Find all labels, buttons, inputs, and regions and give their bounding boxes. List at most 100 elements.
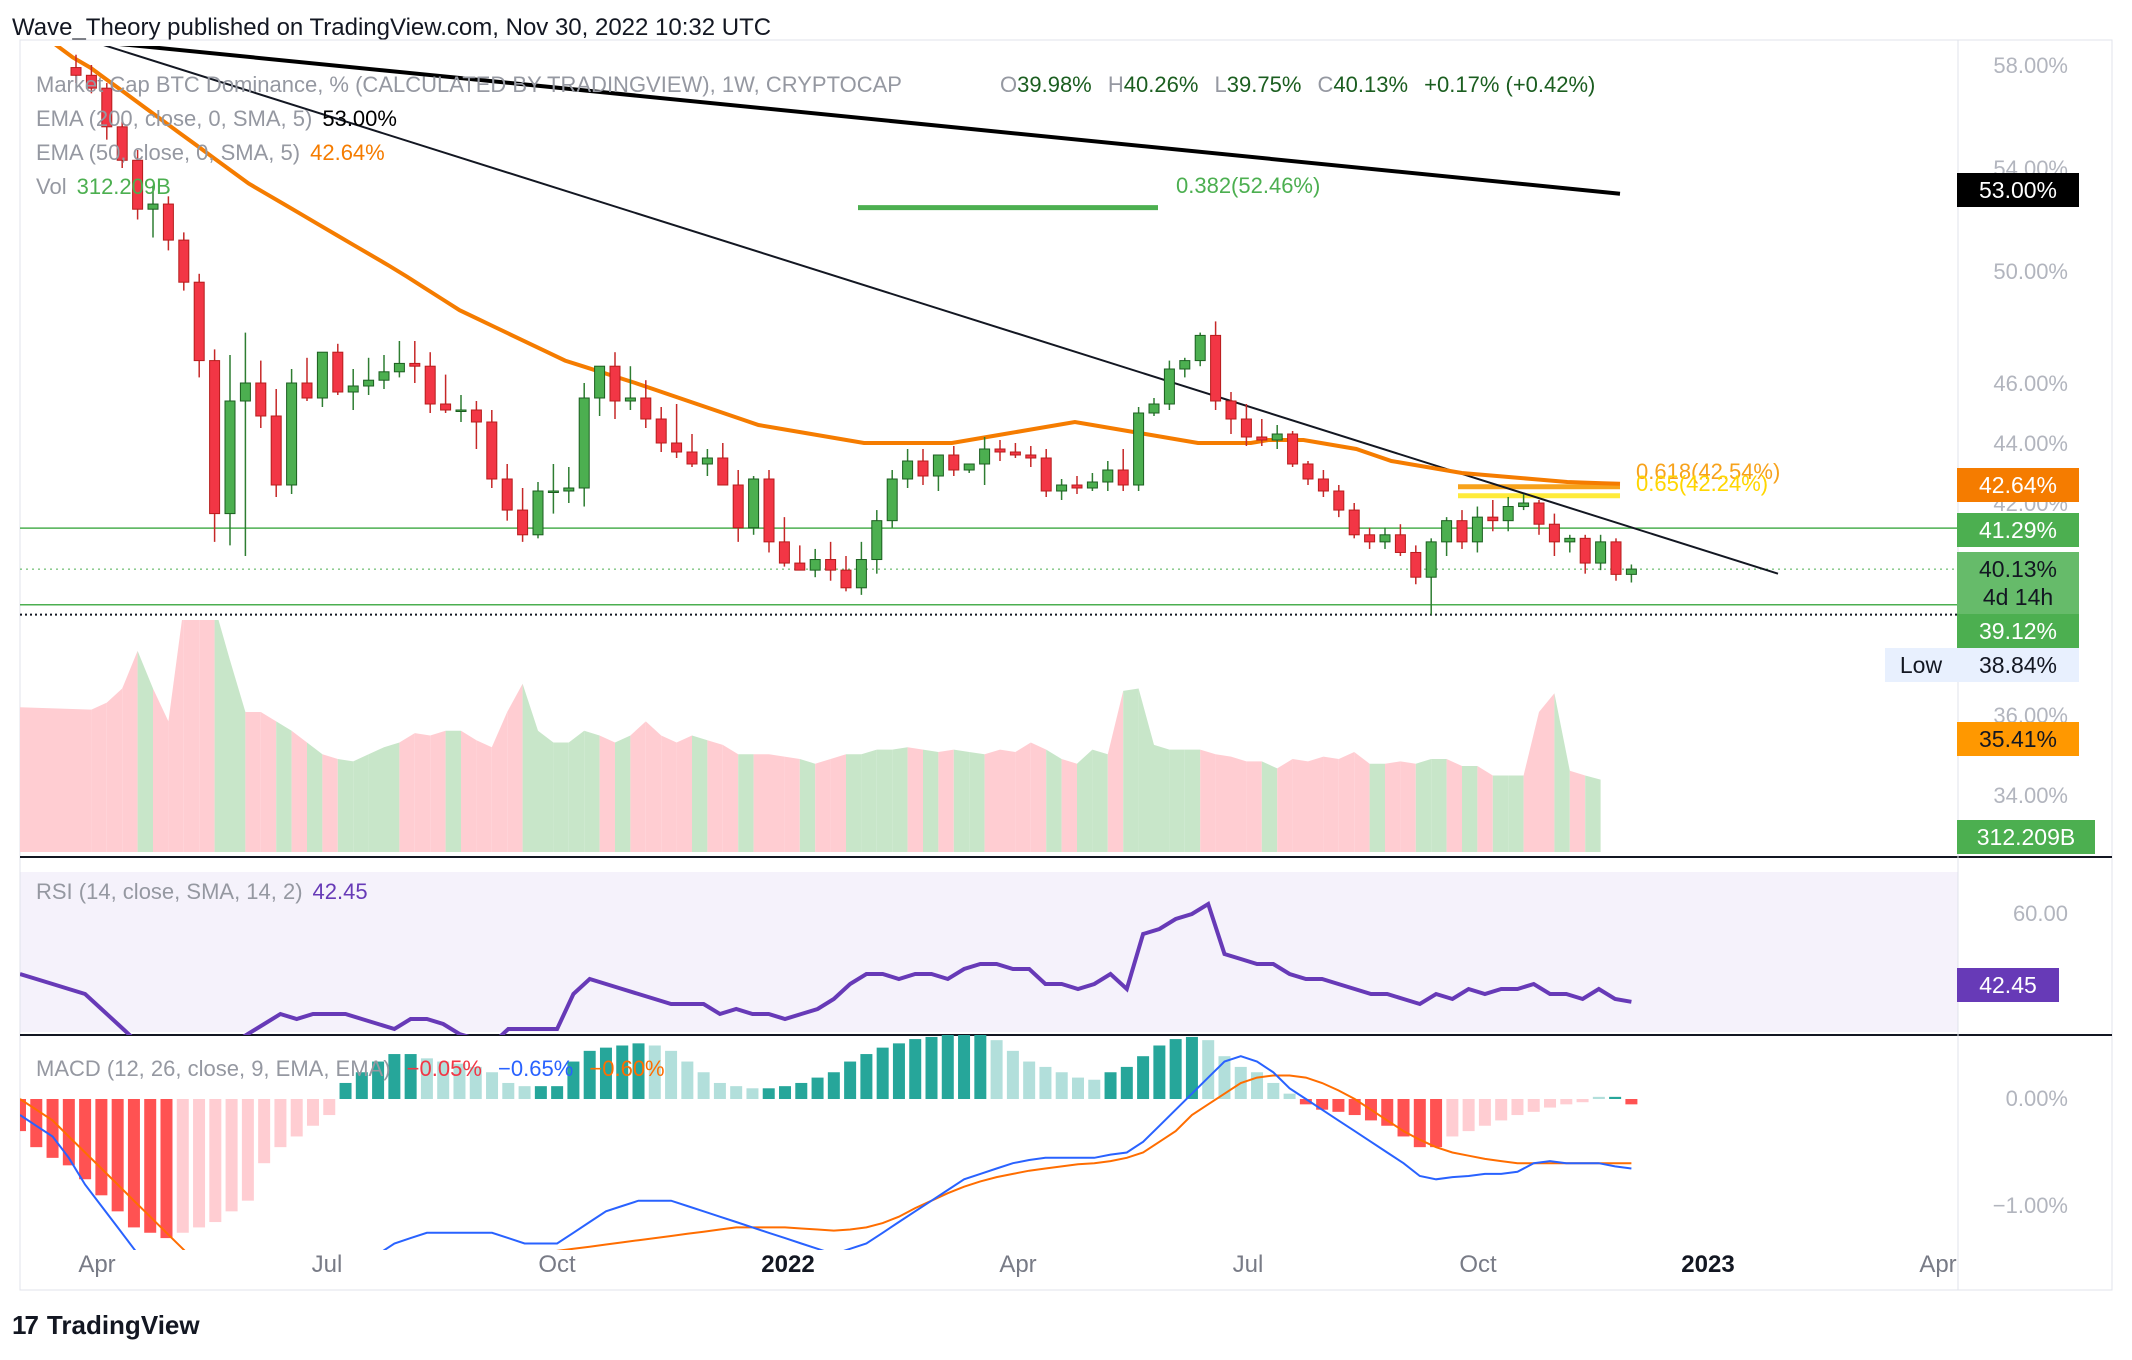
volume-segment	[1338, 751, 1355, 852]
badge-ema200-text: 53.00%	[1979, 177, 2057, 203]
candle	[1179, 357, 1191, 378]
legend-ema50: EMA (50, close, 0, SMA, 5) 42.64%	[36, 140, 385, 165]
candle-body	[902, 460, 914, 480]
volume-segment	[1323, 756, 1339, 852]
macd-histogram-bar	[713, 1082, 726, 1099]
price-pane	[20, 46, 1958, 616]
candle-body	[1610, 541, 1622, 575]
volume-segment	[476, 740, 492, 852]
candle-body	[1040, 457, 1052, 492]
candle-body	[393, 362, 405, 373]
macd-histogram-bar	[1055, 1072, 1068, 1099]
candle	[85, 65, 97, 94]
volume-segment	[399, 733, 415, 852]
candle	[1287, 431, 1299, 467]
candle-body	[871, 520, 883, 561]
volume-segment	[106, 688, 123, 852]
candle	[1256, 419, 1268, 446]
candle-body	[1379, 534, 1391, 543]
macd-histogram-bar	[1609, 1096, 1622, 1099]
macd-histogram-bar	[1283, 1093, 1296, 1099]
macd-histogram-bar	[339, 1082, 352, 1099]
volume-segment	[245, 712, 261, 852]
volume-segment	[1492, 775, 1509, 852]
candle	[763, 470, 775, 553]
volume-segment	[1369, 763, 1385, 852]
candle-body	[1117, 469, 1129, 486]
candle	[1225, 392, 1237, 434]
candle-body	[193, 281, 205, 362]
macd-histogram-bar	[1462, 1099, 1475, 1132]
candle-body	[1225, 400, 1237, 420]
candle	[1194, 332, 1206, 367]
volume-segment	[1061, 759, 1077, 852]
macd-histogram-bar	[941, 1035, 954, 1099]
volume-segment	[938, 749, 954, 852]
badge-level-39-text: 39.12%	[1979, 618, 2057, 644]
footer-brand[interactable]: 17 TradingView	[12, 1310, 200, 1341]
candle	[286, 369, 298, 494]
candle	[717, 443, 729, 486]
volume-segment	[1354, 751, 1370, 852]
ema50-line	[53, 46, 1621, 486]
price-tick: 50.00%	[1993, 259, 2068, 284]
macd-histogram-bar	[1039, 1066, 1052, 1099]
publish-header: Wave_Theory published on TradingView.com…	[12, 14, 772, 41]
volume-segment	[1077, 749, 1093, 852]
candle-body	[1271, 433, 1283, 441]
candle-body	[1025, 454, 1037, 459]
candle-body	[316, 351, 328, 399]
candle-body	[270, 415, 282, 486]
macd-histogram-bar	[355, 1072, 368, 1099]
macd-histogram-bar	[258, 1099, 271, 1164]
volume-segment	[707, 740, 723, 852]
macd-histogram-bar	[437, 1061, 450, 1099]
badge-rsi	[1957, 968, 2059, 1002]
macd-histogram-bar	[1088, 1079, 1101, 1099]
volume-area	[20, 620, 1601, 852]
candle-body	[70, 67, 82, 76]
badge-vol-line-text: 35.41%	[1979, 726, 2057, 752]
macd-histogram-bar	[1397, 1099, 1410, 1137]
candle-body	[162, 203, 174, 241]
volume-segment	[861, 749, 877, 852]
macd-histogram-bar	[372, 1061, 385, 1099]
candle	[902, 449, 914, 488]
macd-histogram-bar	[160, 1099, 173, 1239]
macd-histogram-bar	[1544, 1099, 1557, 1108]
volume-segment	[260, 712, 277, 852]
volume-segment	[183, 620, 200, 852]
candle	[1533, 500, 1545, 535]
price-tick: 46.00%	[1993, 371, 2068, 396]
volume-segment	[553, 742, 569, 852]
macd-histogram-bar	[1104, 1072, 1117, 1099]
badge-ema50	[1957, 468, 2079, 502]
candle-body	[840, 569, 852, 589]
candle-body	[671, 442, 683, 453]
candle	[963, 463, 975, 473]
candle	[301, 357, 313, 401]
legend-volume: Vol 312.209B	[36, 174, 171, 199]
macd-histogram-bar	[534, 1086, 547, 1099]
volume-segment	[599, 735, 615, 852]
candle-body	[809, 559, 821, 571]
candle-body	[1364, 534, 1376, 543]
volume-segment	[322, 754, 338, 852]
candle-body	[1471, 516, 1483, 543]
candle-body	[563, 487, 575, 492]
macd-histogram-bar	[632, 1043, 645, 1099]
macd-histogram-bar	[551, 1086, 564, 1099]
ema200-line	[119, 46, 1621, 196]
macd-histogram-bar	[1495, 1099, 1508, 1121]
candle	[1102, 461, 1114, 491]
candle-body	[1133, 412, 1145, 486]
candle	[840, 556, 852, 592]
candle-body	[147, 203, 159, 210]
macd-histogram-bar	[176, 1099, 189, 1233]
volume-segment	[892, 747, 908, 852]
candle-body	[1579, 537, 1591, 564]
time-tick-year: 2023	[1681, 1251, 1734, 1278]
volume-segment	[830, 754, 846, 852]
macd-histogram-bar	[1446, 1099, 1459, 1137]
